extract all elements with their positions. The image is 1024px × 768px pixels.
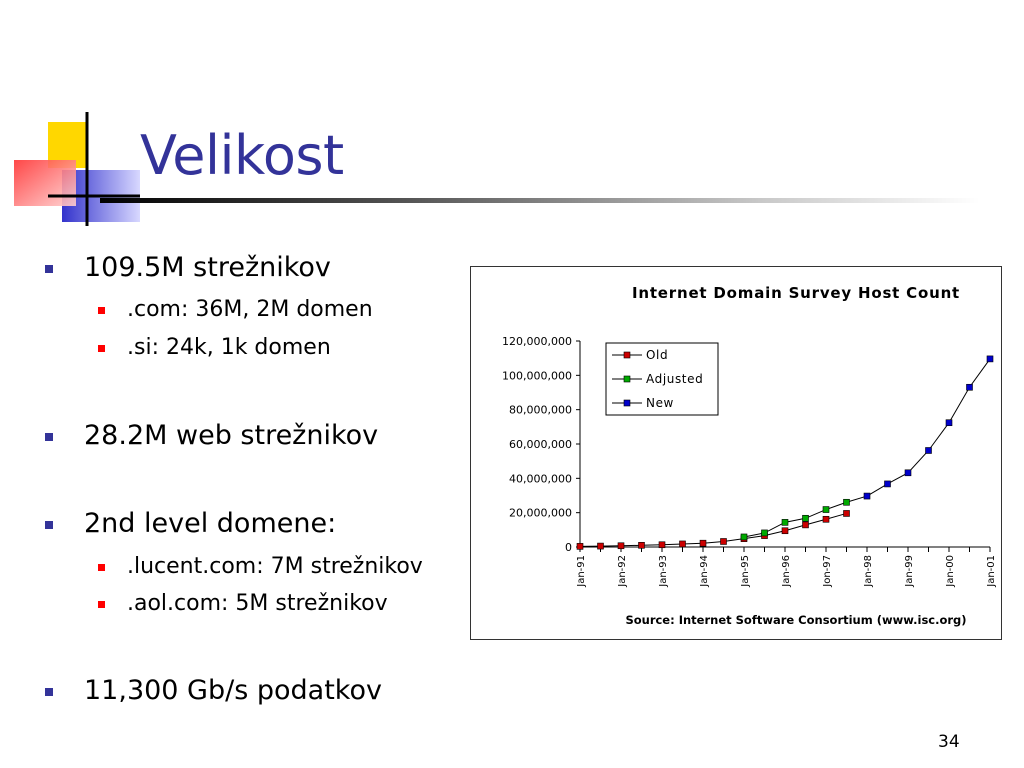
data-point-new	[904, 469, 912, 477]
data-point-adjusted	[781, 519, 789, 526]
y-tick-label: 100,000,000	[502, 369, 572, 382]
x-tick-label: Jan-93	[658, 555, 669, 588]
x-tick-label: Jan-94	[699, 555, 710, 588]
legend-label: Adjusted	[646, 372, 703, 386]
data-point-new	[945, 419, 953, 427]
data-point-new	[884, 480, 891, 488]
data-point-new	[863, 492, 871, 500]
x-tick-label: Jan-98	[863, 555, 874, 588]
y-tick-label: 20,000,000	[509, 507, 572, 520]
data-point-adjusted	[740, 533, 748, 541]
series-line-adjusted	[743, 501, 847, 538]
data-point-new	[925, 447, 932, 454]
x-tick-label: Jan-00	[945, 555, 956, 588]
title-divider	[100, 198, 980, 203]
data-point-old	[802, 521, 809, 529]
legend-marker	[623, 399, 631, 407]
data-point-old	[576, 543, 584, 550]
data-point-old	[720, 538, 727, 545]
x-tick-label: Jan-01	[986, 555, 997, 588]
data-point-adjusted	[761, 529, 768, 537]
data-point-old	[843, 510, 850, 517]
chart-title: Internet Domain Survey Host Count	[632, 284, 960, 302]
data-point-adjusted	[843, 498, 850, 506]
data-point-old	[699, 539, 707, 547]
y-tick-label: 40,000,000	[509, 472, 572, 485]
slide-logo-decoration	[0, 0, 140, 240]
y-tick-label: 80,000,000	[509, 404, 572, 417]
bullet-item: 28.2M web strežnikov	[44, 420, 379, 451]
data-point-old	[822, 515, 830, 523]
legend-marker	[623, 351, 631, 359]
legend-label: Old	[646, 348, 668, 362]
bullet-item: 2nd level domene:	[44, 508, 337, 539]
x-tick-label: Jon-97	[822, 555, 833, 588]
chart-svg: Internet Domain Survey Host Count 0 20,000…	[502, 284, 997, 627]
data-point-adjusted	[822, 506, 830, 513]
data-point-new	[966, 383, 973, 391]
sub-bullet-item: .lucent.com: 7M strežnikov	[98, 554, 423, 579]
x-tick-label: Jan-99	[904, 555, 915, 588]
slide-title: Velikost	[140, 124, 344, 187]
series-bridge-line	[846, 495, 868, 503]
host-count-chart: Internet Domain Survey Host Count 0 20,000…	[470, 266, 1002, 640]
chart-source: Source: Internet Software Consortium (ww…	[625, 613, 966, 627]
bullet-item: 11,300 Gb/s podatkov	[45, 675, 382, 706]
logo-graphic	[14, 112, 140, 226]
data-point-old	[679, 540, 686, 548]
legend-label: New	[646, 396, 674, 410]
y-tick-label: 120,000,000	[502, 335, 572, 348]
sub-bullet-item: .aol.com: 5M strežnikov	[98, 591, 388, 616]
y-tick-label: 60,000,000	[509, 438, 572, 451]
data-point-new	[986, 355, 994, 363]
x-tick-label: Jan-92	[617, 555, 628, 588]
data-point-old	[638, 541, 645, 549]
data-point-old	[658, 541, 666, 549]
page-number: 34	[938, 732, 960, 752]
x-tick-label: Jan-91	[576, 555, 587, 588]
sub-bullet-item: .si: 24k, 1k domen	[98, 335, 331, 360]
data-point-adjusted	[802, 514, 809, 522]
data-point-old	[781, 527, 789, 535]
y-tick-label: 0	[565, 541, 572, 554]
x-tick-label: Jan-96	[781, 555, 792, 588]
series-line-old	[579, 512, 847, 547]
legend-marker	[623, 375, 631, 383]
data-point-old	[617, 542, 625, 550]
series-line-new	[866, 358, 991, 497]
bullet-item: 109.5M strežnikov	[45, 252, 331, 283]
data-point-old	[597, 542, 604, 550]
sub-bullet-item: .com: 36M, 2M domen	[98, 297, 373, 322]
x-tick-label: Jan-95	[740, 555, 751, 588]
